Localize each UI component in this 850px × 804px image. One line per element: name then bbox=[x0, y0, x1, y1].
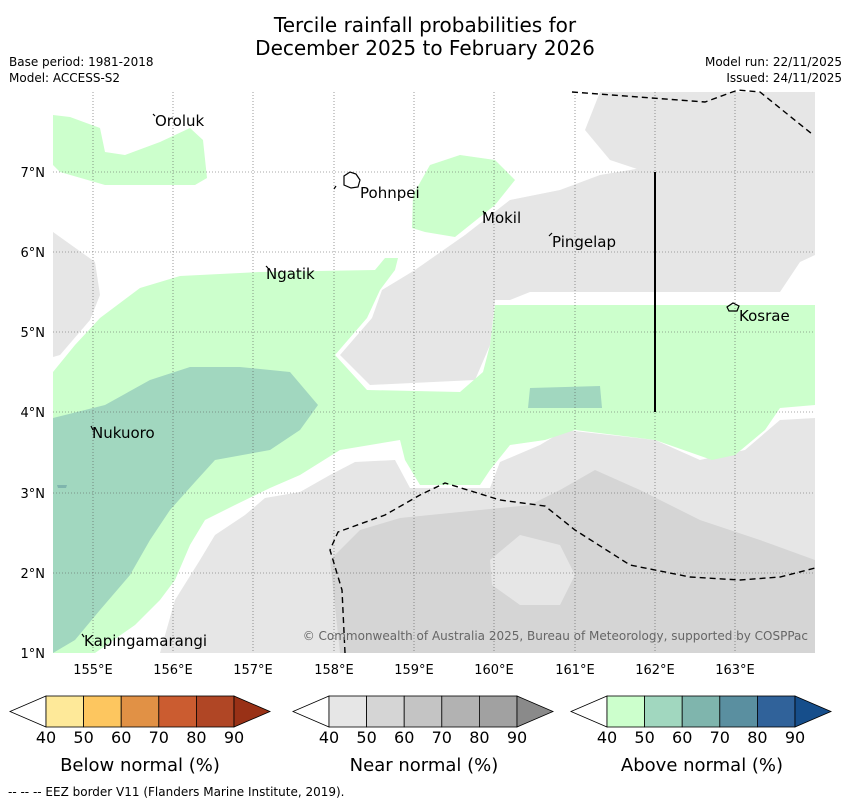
lon-label: 160°E bbox=[474, 663, 514, 678]
colorbar-tick-label: 40 bbox=[319, 728, 339, 747]
lat-label: 1°N bbox=[21, 647, 46, 662]
longitude-labels: 155°E 156°E 157°E 158°E 159°E 160°E 161°… bbox=[73, 663, 755, 678]
probability-shading bbox=[53, 92, 815, 653]
colorbar-tick-label: 50 bbox=[634, 728, 654, 747]
colorbar-right-arrow bbox=[794, 695, 833, 728]
colorbar-segment bbox=[45, 695, 84, 728]
lat-label: 4°N bbox=[21, 406, 46, 421]
colorbar-segment bbox=[478, 695, 518, 728]
colorbar-segment bbox=[606, 695, 645, 728]
colorbar-segment bbox=[158, 695, 197, 728]
lon-label: 162°E bbox=[635, 663, 675, 678]
colorbar-above-label: Above normal (%) bbox=[620, 755, 784, 776]
place-pingelap: Pingelap bbox=[552, 233, 616, 251]
colorbar-segment bbox=[644, 695, 683, 728]
above-normal-speck bbox=[57, 485, 67, 488]
colorbar-segment bbox=[366, 695, 405, 728]
colorbar-tick-label: 50 bbox=[356, 728, 376, 747]
lon-label: 156°E bbox=[153, 663, 193, 678]
place-ngatik: Ngatik bbox=[266, 265, 315, 283]
colorbar-segment bbox=[681, 695, 721, 728]
issued-date: Issued: 24/11/2025 bbox=[726, 71, 842, 85]
colorbar-segment bbox=[441, 695, 480, 728]
latitude-labels: 1°N 2°N 3°N 4°N 5°N 6°N 7°N bbox=[21, 166, 46, 662]
near-normal-lighter-patch bbox=[490, 535, 575, 605]
above-normal-area-north bbox=[53, 115, 207, 185]
colorbar-right-arrow bbox=[516, 695, 555, 728]
colorbar-left-arrow bbox=[291, 695, 330, 728]
kosrae-island-icon bbox=[726, 302, 740, 312]
near-normal-area-north bbox=[340, 120, 815, 385]
lat-label: 2°N bbox=[21, 567, 46, 582]
colorbar-tick-label: 90 bbox=[507, 728, 527, 747]
lat-label: 7°N bbox=[21, 166, 46, 181]
eez-footnote: -- -- -- EEZ border V11 (Flanders Marine… bbox=[8, 785, 345, 799]
colorbar-left-arrow bbox=[569, 695, 608, 728]
colorbar-tick-label: 70 bbox=[710, 728, 730, 747]
place-nukuoro: Nukuoro bbox=[92, 424, 155, 442]
near-normal-area-south-50 bbox=[330, 470, 815, 653]
place-kapingamarangi: Kapingamarangi bbox=[84, 632, 207, 650]
colorbar-segment bbox=[403, 695, 443, 728]
colorbar-tick-label: 80 bbox=[469, 728, 489, 747]
above-normal-area-central bbox=[412, 155, 515, 237]
near-normal-area-west bbox=[53, 232, 100, 357]
lon-label: 159°E bbox=[394, 663, 434, 678]
colorbar-tick-label: 80 bbox=[747, 728, 767, 747]
title-line-2: December 2025 to February 2026 bbox=[255, 36, 595, 60]
place-kosrae: Kosrae bbox=[739, 307, 790, 325]
eez-borders bbox=[329, 89, 816, 654]
colorbar-above: 40 50 60 70 80 90 bbox=[569, 695, 833, 747]
copyright-notice: © Commonwealth of Australia 2025, Bureau… bbox=[303, 629, 808, 643]
colorbar-left-arrow bbox=[8, 695, 47, 728]
lat-label: 3°N bbox=[21, 487, 46, 502]
colorbar-near-label: Near normal (%) bbox=[349, 755, 499, 776]
colorbar-tick-label: 90 bbox=[785, 728, 805, 747]
place-oroluk: Oroluk bbox=[155, 112, 204, 130]
place-mokil: Mokil bbox=[482, 209, 521, 227]
lon-label: 158°E bbox=[314, 663, 354, 678]
colorbar-below-label: Below normal (%) bbox=[60, 755, 220, 776]
colorbar-tick-label: 40 bbox=[597, 728, 617, 747]
colorbar-right-arrow bbox=[233, 695, 272, 728]
colorbar-tick-label: 50 bbox=[73, 728, 93, 747]
near-normal-area-northeast bbox=[585, 92, 815, 172]
colorbar-tick-label: 60 bbox=[394, 728, 414, 747]
colorbar-tick-label: 70 bbox=[432, 728, 452, 747]
gridlines bbox=[53, 92, 815, 653]
lon-label: 163°E bbox=[715, 663, 755, 678]
colorbar-tick-label: 80 bbox=[186, 728, 206, 747]
place-pohnpei: Pohnpei bbox=[360, 184, 420, 202]
lat-label: 5°N bbox=[21, 326, 46, 341]
pohnpei-island-icon bbox=[343, 171, 361, 189]
lon-label: 161°E bbox=[555, 663, 595, 678]
lon-label: 157°E bbox=[233, 663, 273, 678]
colorbar-segment bbox=[83, 695, 122, 728]
colorbar-tick-label: 60 bbox=[672, 728, 692, 747]
colorbar-segment bbox=[719, 695, 758, 728]
above-normal-area-band bbox=[53, 258, 815, 653]
colorbar-tick-label: 70 bbox=[149, 728, 169, 747]
islands bbox=[81, 113, 740, 638]
colorbar-tick-label: 90 bbox=[224, 728, 244, 747]
lon-label: 155°E bbox=[73, 663, 113, 678]
colorbar-near: 40 50 60 70 80 90 bbox=[291, 695, 555, 747]
colorbar-tick-label: 60 bbox=[111, 728, 131, 747]
colorbar-tick-label: 40 bbox=[36, 728, 56, 747]
colorbar-segment bbox=[120, 695, 160, 728]
title-line-1: Tercile rainfall probabilities for bbox=[273, 13, 577, 37]
above-normal-area-50 bbox=[53, 367, 318, 653]
model-name: Model: ACCESS-S2 bbox=[9, 71, 121, 85]
above-normal-patch-east bbox=[528, 386, 602, 408]
colorbar-segment bbox=[757, 695, 796, 728]
base-period: Base period: 1981-2018 bbox=[9, 55, 154, 69]
model-run: Model run: 22/11/2025 bbox=[704, 55, 842, 69]
colorbar-segment bbox=[328, 695, 367, 728]
colorbar-segment bbox=[195, 695, 235, 728]
colorbar-below: 40 50 60 70 80 90 bbox=[8, 695, 272, 747]
lat-label: 6°N bbox=[21, 246, 46, 261]
